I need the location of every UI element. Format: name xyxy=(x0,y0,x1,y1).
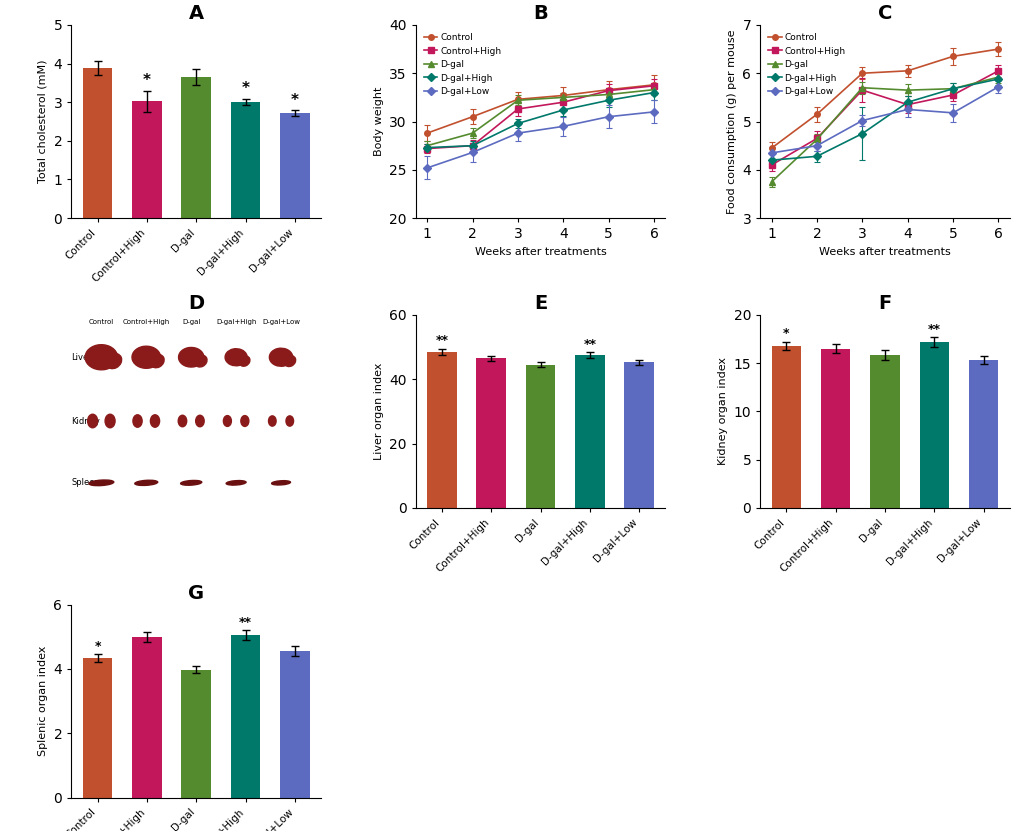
Ellipse shape xyxy=(223,416,231,426)
Bar xyxy=(919,342,949,508)
Ellipse shape xyxy=(135,480,158,485)
Ellipse shape xyxy=(271,480,290,485)
Ellipse shape xyxy=(178,347,204,367)
Text: **: ** xyxy=(435,334,448,347)
Text: D-gal+Low: D-gal+Low xyxy=(262,318,300,325)
Text: *: * xyxy=(143,73,151,88)
Bar xyxy=(820,348,850,508)
Text: *: * xyxy=(290,92,299,108)
Text: *: * xyxy=(242,81,250,96)
Title: F: F xyxy=(877,294,891,313)
Bar xyxy=(869,356,899,508)
Bar xyxy=(525,365,555,508)
Ellipse shape xyxy=(240,416,249,426)
Ellipse shape xyxy=(268,416,276,426)
Y-axis label: Splenic organ index: Splenic organ index xyxy=(38,646,48,756)
Text: **: ** xyxy=(583,338,596,351)
Text: Control+High: Control+High xyxy=(122,318,170,325)
Ellipse shape xyxy=(225,349,247,366)
Legend: Control, Control+High, D-gal, D-gal+High, D-gal+Low: Control, Control+High, D-gal, D-gal+High… xyxy=(764,29,849,100)
Ellipse shape xyxy=(226,480,246,485)
Ellipse shape xyxy=(269,348,292,366)
Ellipse shape xyxy=(239,356,250,366)
Text: **: ** xyxy=(927,322,940,336)
Title: G: G xyxy=(187,584,204,603)
Ellipse shape xyxy=(105,414,115,428)
X-axis label: Weeks after treatments: Weeks after treatments xyxy=(474,247,606,257)
Bar xyxy=(83,68,112,219)
Ellipse shape xyxy=(85,345,117,370)
Bar xyxy=(770,346,800,508)
Ellipse shape xyxy=(131,347,160,368)
Bar xyxy=(624,362,653,508)
Text: *: * xyxy=(783,327,789,341)
Y-axis label: Kidney organ index: Kidney organ index xyxy=(717,357,728,465)
Bar xyxy=(230,102,260,219)
Bar xyxy=(575,355,604,508)
Ellipse shape xyxy=(178,416,186,427)
X-axis label: Weeks after treatments: Weeks after treatments xyxy=(818,247,950,257)
Text: Control: Control xyxy=(89,318,114,325)
Text: Spleen: Spleen xyxy=(71,479,100,487)
Title: E: E xyxy=(534,294,546,313)
Ellipse shape xyxy=(150,355,164,368)
Bar xyxy=(427,352,457,508)
Ellipse shape xyxy=(88,414,98,428)
Text: **: ** xyxy=(238,616,252,629)
Text: D-gal: D-gal xyxy=(181,318,200,325)
Title: A: A xyxy=(189,4,204,23)
Bar xyxy=(83,657,112,798)
Ellipse shape xyxy=(180,480,202,485)
Bar xyxy=(280,113,310,219)
Ellipse shape xyxy=(89,480,114,485)
Title: C: C xyxy=(877,4,892,23)
Bar xyxy=(476,358,505,508)
Text: D-gal+High: D-gal+High xyxy=(216,318,256,325)
Ellipse shape xyxy=(132,415,142,427)
Text: Liver: Liver xyxy=(71,352,92,361)
Ellipse shape xyxy=(106,353,121,369)
Ellipse shape xyxy=(284,356,296,366)
Bar xyxy=(968,360,998,508)
Text: *: * xyxy=(94,640,101,652)
Bar xyxy=(131,637,161,798)
Legend: Control, Control+High, D-gal, D-gal+High, D-gal+Low: Control, Control+High, D-gal, D-gal+High… xyxy=(420,29,504,100)
Ellipse shape xyxy=(196,416,204,427)
Bar xyxy=(280,652,310,798)
Y-axis label: Body weight: Body weight xyxy=(373,87,383,156)
Ellipse shape xyxy=(195,355,207,367)
Title: B: B xyxy=(533,4,547,23)
Bar xyxy=(131,101,161,219)
Bar xyxy=(230,635,260,798)
Ellipse shape xyxy=(285,416,293,426)
Y-axis label: Liver organ index: Liver organ index xyxy=(373,362,383,460)
Y-axis label: Total cholesterol (mM): Total cholesterol (mM) xyxy=(38,60,48,184)
Y-axis label: Food consumption (g) per mouse: Food consumption (g) per mouse xyxy=(727,29,736,214)
Ellipse shape xyxy=(150,415,159,427)
Bar xyxy=(181,77,211,219)
Title: D: D xyxy=(187,294,204,313)
Text: Kidney: Kidney xyxy=(71,416,100,425)
Bar xyxy=(181,670,211,798)
